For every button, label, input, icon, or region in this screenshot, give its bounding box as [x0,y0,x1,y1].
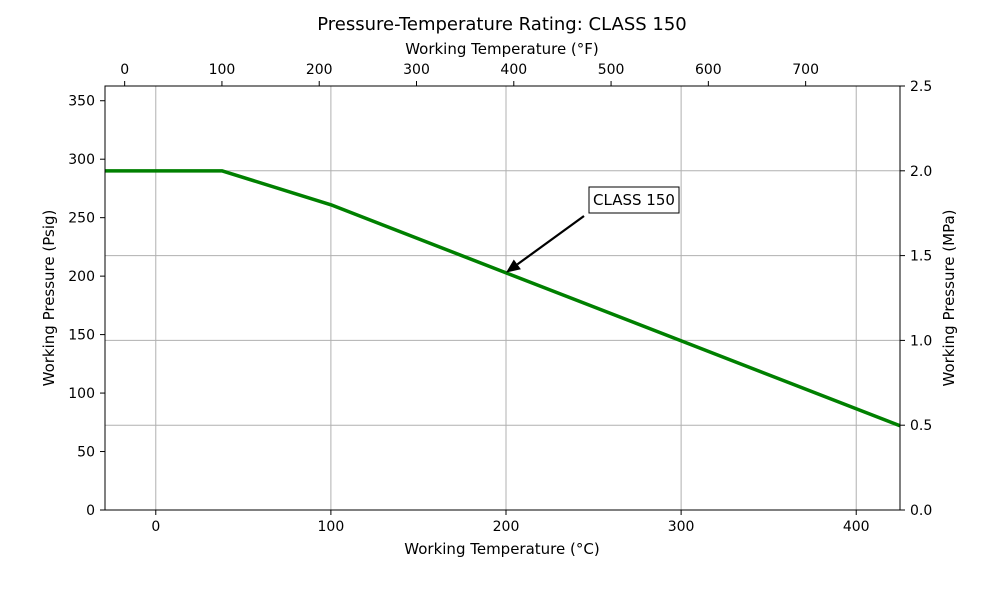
y-left-tick-label: 50 [77,445,95,461]
y-left-tick-label: 0 [86,503,95,519]
y-right-tick-label: 0.0 [910,503,932,519]
y-right-tick-label: 1.5 [910,249,932,265]
y-right-tick-label: 2.0 [910,164,932,180]
x-bottom-tick-label: 200 [493,519,520,535]
x-top-tick-label: 700 [792,62,819,78]
ticks: 0 100 200 300 400 0 100 200 300 400 500 600 700 0 50 10… [68,62,932,535]
y-left-tick-label: 300 [68,152,95,168]
x-bottom-axis-title: Working Temperature (°C) [404,540,599,558]
y-left-tick-label: 200 [68,269,95,285]
grid [105,85,900,511]
y-left-axis-title: Working Pressure (Psig) [40,210,58,387]
annotation-arrow [516,215,585,266]
x-top-tick-label: 100 [209,62,236,78]
x-top-axis-title: Working Temperature (°F) [405,40,599,58]
y-left-tick-label: 100 [68,386,95,402]
y-right-tick-label: 2.5 [910,79,932,95]
annotation-box [588,186,680,214]
annotation: CLASS 150 [506,186,680,273]
plot-frame [104,85,901,511]
x-bottom-tick-label: 300 [668,519,695,535]
x-top-tick-label: 600 [695,62,722,78]
annotation-label: CLASS 150 [593,191,675,209]
y-left-tick-label: 350 [68,94,95,110]
x-bottom-tick-label: 0 [151,519,160,535]
annotation-arrowhead [506,259,521,273]
x-bottom-tick-label: 100 [318,519,345,535]
y-left-tick-label: 150 [68,328,95,344]
series-line [105,169,901,428]
x-top-tick-label: 400 [500,62,527,78]
x-bottom-tick-label: 400 [843,519,870,535]
x-top-tick-label: 500 [598,62,625,78]
y-right-axis-title: Working Pressure (MPa) [940,210,958,387]
y-left-tick-label: 250 [68,211,95,227]
chart-title: Pressure-Temperature Rating: CLASS 150 [317,14,687,35]
x-top-tick-label: 300 [403,62,430,78]
x-top-tick-label: 200 [306,62,333,78]
y-right-tick-label: 1.0 [910,333,932,349]
y-right-tick-label: 0.5 [910,418,932,434]
x-top-tick-label: 0 [120,62,129,78]
